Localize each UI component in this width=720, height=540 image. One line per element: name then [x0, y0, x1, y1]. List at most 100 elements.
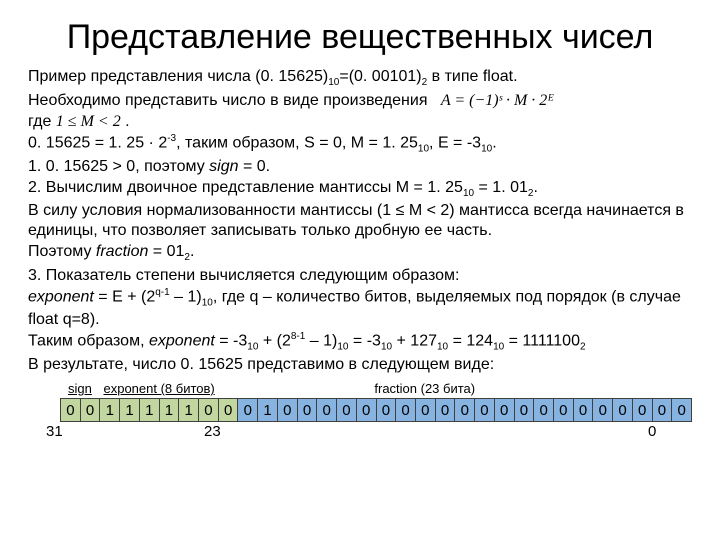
- bit-fraction: 0: [553, 399, 573, 422]
- sub: 10: [493, 342, 504, 353]
- t: , таким образом, S = 0, M = 1. 25: [176, 134, 418, 151]
- bit-fraction: 0: [494, 399, 514, 422]
- fraction-word: fraction: [96, 243, 148, 260]
- t: – 1): [305, 333, 337, 350]
- fraction-line: Поэтому fraction = 012.: [28, 242, 692, 265]
- t: – 1): [170, 289, 202, 306]
- bit-exponent: 1: [179, 399, 199, 422]
- bit-fraction: 0: [593, 399, 613, 422]
- bit-exponent: 1: [100, 399, 120, 422]
- label-exponent: exponent (8 битов): [103, 381, 214, 396]
- bit-fraction: 0: [277, 399, 297, 422]
- bit-sign: 0: [61, 399, 81, 422]
- sub: 10: [337, 342, 348, 353]
- t: в типе float.: [427, 68, 517, 85]
- sub: 10: [247, 342, 258, 353]
- bit-diagram: 00111110001000000000000000000000: [60, 398, 692, 422]
- t: = -3: [348, 333, 380, 350]
- bit-fraction: 0: [297, 399, 317, 422]
- sub: 2: [580, 342, 586, 353]
- where-line: где 1 ≤ M < 2 .: [28, 112, 692, 132]
- index-31: 31: [46, 423, 63, 440]
- t: Пример представления числа (0. 15625): [28, 68, 328, 85]
- t: 2. Вычислим двоичное представление манти…: [28, 179, 463, 196]
- bit-index-labels: 31 23 0: [28, 423, 692, 441]
- sup: -3: [167, 133, 176, 144]
- body-text: Пример представления числа (0. 15625)10=…: [28, 67, 692, 375]
- range: 1 ≤ M < 2: [56, 112, 121, 132]
- bit-fraction: 0: [514, 399, 534, 422]
- bit-fraction: 0: [613, 399, 633, 422]
- bit-field-labels-top: sign exponent (8 битов) fraction (23 бит…: [28, 381, 692, 396]
- bit-fraction: 0: [534, 399, 554, 422]
- bit-exponent: 0: [199, 399, 219, 422]
- sup: q-1: [155, 287, 169, 298]
- sub: 10: [202, 298, 213, 309]
- t: , E = -3: [429, 134, 481, 151]
- index-23: 23: [204, 423, 221, 440]
- sub: 10: [381, 342, 392, 353]
- bit-fraction: 1: [258, 399, 278, 422]
- t: .: [533, 179, 537, 196]
- step1: 1. 0. 15625 > 0, поэтому sign = 0.: [28, 157, 692, 177]
- t: =(0. 00101): [339, 68, 421, 85]
- bit-exponent: 0: [80, 399, 100, 422]
- bit-fraction: 0: [435, 399, 455, 422]
- bit-fraction: 0: [573, 399, 593, 422]
- bit-fraction: 0: [396, 399, 416, 422]
- bit-fraction: 0: [652, 399, 672, 422]
- bit-exponent: 1: [139, 399, 159, 422]
- t: = -3: [215, 333, 247, 350]
- t: + 127: [392, 333, 437, 350]
- sub: 10: [481, 143, 492, 154]
- bit-fraction: 0: [376, 399, 396, 422]
- t: .: [492, 134, 496, 151]
- t: = E + (2: [94, 289, 155, 306]
- bit-fraction: 0: [672, 399, 692, 422]
- bit-exponent: 1: [159, 399, 179, 422]
- sub10: 10: [328, 77, 339, 88]
- bit-fraction: 0: [238, 399, 258, 422]
- bit-fraction: 0: [356, 399, 376, 422]
- t: Необходимо представить число в виде прои…: [28, 92, 427, 109]
- t: .: [125, 113, 129, 130]
- bit-row: 00111110001000000000000000000000: [61, 399, 692, 422]
- bit-fraction: 0: [455, 399, 475, 422]
- exponent-formula: exponent = E + (2q-1 – 1)10, где q – кол…: [28, 287, 692, 330]
- t: = 1111100: [504, 333, 580, 350]
- bit-fraction: 0: [475, 399, 495, 422]
- bit-fraction: 0: [415, 399, 435, 422]
- t: = 1. 01: [474, 179, 528, 196]
- t: = 01: [148, 243, 184, 260]
- label-fraction: fraction (23 бита): [374, 381, 475, 396]
- sup: 8-1: [291, 331, 305, 342]
- index-0: 0: [648, 423, 656, 440]
- t: 0. 15625 = 1. 25 · 2: [28, 134, 167, 151]
- example-line-2: Необходимо представить число в виде прои…: [28, 91, 692, 111]
- bit-fraction: 0: [337, 399, 357, 422]
- step3: 3. Показатель степени вычисляется следую…: [28, 266, 692, 286]
- formula: A = (−1)ˢ · M · 2ᴱ: [441, 91, 554, 111]
- label-sign: sign: [68, 381, 92, 396]
- step0: 0. 15625 = 1. 25 · 2-3, таким образом, S…: [28, 133, 692, 156]
- thus-line: Таким образом, exponent = -310 + (28-1 –…: [28, 331, 692, 354]
- t: + (2: [258, 333, 290, 350]
- sub: 10: [418, 143, 429, 154]
- sign-word: sign: [209, 158, 238, 175]
- t: 1. 0. 15625 > 0, поэтому: [28, 158, 209, 175]
- exponent-word: exponent: [149, 333, 215, 350]
- exponent-word: exponent: [28, 289, 94, 306]
- bit-fraction: 0: [317, 399, 337, 422]
- bit-exponent: 1: [120, 399, 140, 422]
- result-line: В результате, число 0. 15625 представимо…: [28, 355, 692, 375]
- norm-line: В силу условия нормализованности мантисс…: [28, 201, 692, 241]
- t: Поэтому: [28, 243, 96, 260]
- t: где: [28, 113, 56, 130]
- bit-fraction: 0: [632, 399, 652, 422]
- t: = 124: [448, 333, 493, 350]
- bit-exponent: 0: [218, 399, 238, 422]
- step2: 2. Вычислим двоичное представление манти…: [28, 178, 692, 201]
- t: Таким образом,: [28, 333, 149, 350]
- slide-title: Представление вещественных чисел: [28, 18, 692, 57]
- example-line-1: Пример представления числа (0. 15625)10=…: [28, 67, 692, 90]
